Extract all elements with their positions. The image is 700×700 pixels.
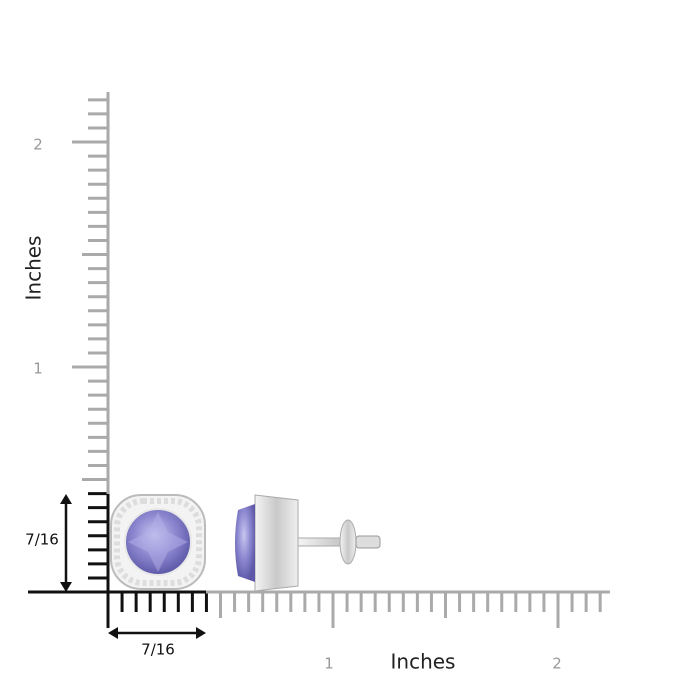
x-tick-label: 2 (552, 655, 562, 673)
x-tick-label: 1 (324, 655, 334, 673)
y-tick-label: 2 (33, 136, 43, 154)
height-dimension (60, 494, 72, 592)
ruler-ticks (72, 98, 602, 628)
x-ruler-label: Inches (391, 650, 456, 674)
width-label: 7/16 (141, 641, 175, 659)
height-label: 7/16 (25, 531, 59, 549)
y-ruler-label: Inches (22, 236, 46, 301)
y-tick-label: 1 (33, 360, 43, 378)
earring-side (235, 494, 381, 592)
earring-front (110, 494, 206, 590)
width-dimension (108, 627, 206, 639)
